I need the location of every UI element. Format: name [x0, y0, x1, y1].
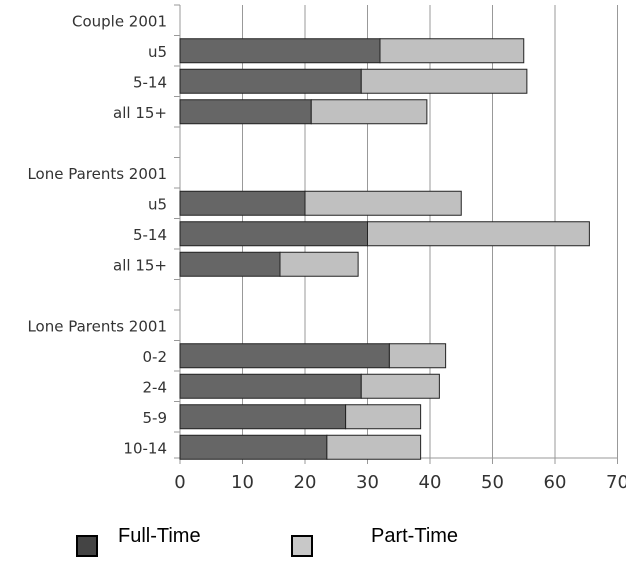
x-tick-label: 20 — [294, 472, 317, 493]
x-tick-label: 40 — [419, 472, 442, 493]
stacked-bar-chart: 0 10 20 30 40 50 60 70 Couple 2001 u5 5-14 all 15+ L… — [27, 4, 626, 493]
bar-full-time — [179, 343, 390, 369]
legend-label-full-time: Full-Time — [118, 525, 201, 547]
bar-part-time — [304, 190, 462, 216]
bar-part-time — [360, 68, 528, 94]
bar-part-time — [279, 251, 359, 277]
category-label: u5 — [148, 43, 167, 61]
bar-full-time — [179, 373, 362, 399]
bar-full-time — [179, 404, 347, 430]
group-header: Lone Parents 2001 — [27, 317, 167, 335]
legend-swatch-full-time — [76, 535, 98, 557]
category-label: 2-4 — [143, 378, 168, 396]
category-label: 10-14 — [123, 439, 167, 457]
category-label: 0-2 — [143, 348, 168, 366]
bar-full-time — [179, 99, 312, 125]
bar-part-time — [388, 343, 447, 369]
bar-full-time — [179, 68, 362, 94]
bar-full-time — [179, 221, 368, 247]
x-tick-label: 50 — [481, 472, 504, 493]
x-tick-label: 30 — [356, 472, 379, 493]
category-label: all 15+ — [113, 104, 167, 122]
bar-part-time — [326, 434, 422, 460]
legend-swatch-part-time — [291, 535, 313, 557]
category-label: 5-14 — [133, 226, 167, 244]
bar-part-time — [345, 404, 422, 430]
group-header: Lone Parents 2001 — [27, 165, 167, 183]
category-label: all 15+ — [113, 256, 167, 274]
bar-full-time — [179, 251, 281, 277]
x-tick-label: 10 — [231, 472, 254, 493]
bar-part-time — [379, 38, 525, 64]
bar-full-time — [179, 190, 306, 216]
x-tick-label: 60 — [544, 472, 567, 493]
bar-full-time — [179, 38, 381, 64]
group-header: Couple 2001 — [72, 12, 167, 30]
bar-part-time — [360, 373, 440, 399]
bar-part-time — [367, 221, 590, 247]
bar-full-time — [179, 434, 328, 460]
category-label: 5-9 — [143, 409, 168, 427]
bar-part-time — [310, 99, 428, 125]
x-tick-label: 0 — [174, 472, 185, 493]
category-label: u5 — [148, 195, 167, 213]
x-tick-label: 70 — [606, 472, 626, 493]
legend-label-part-time: Part-Time — [371, 525, 459, 547]
category-label: 5-14 — [133, 73, 167, 91]
